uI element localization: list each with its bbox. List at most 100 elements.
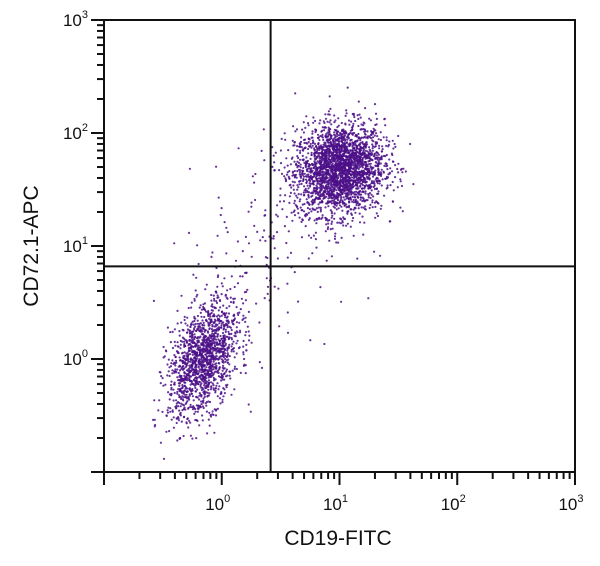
data-point — [360, 165, 363, 168]
data-point — [366, 130, 369, 133]
data-point — [302, 191, 305, 194]
data-point — [330, 212, 333, 215]
data-point — [359, 145, 362, 148]
data-point — [235, 321, 238, 324]
data-point — [260, 149, 263, 152]
data-point — [238, 321, 241, 324]
data-point — [184, 357, 187, 360]
data-point — [342, 158, 345, 161]
data-point — [368, 148, 371, 151]
data-point — [194, 380, 197, 383]
data-point — [328, 132, 331, 135]
data-point — [332, 142, 335, 145]
data-point — [216, 407, 219, 410]
data-point — [380, 204, 383, 207]
data-point — [322, 167, 325, 170]
data-point — [263, 229, 266, 232]
data-point — [388, 158, 391, 161]
data-point — [352, 162, 355, 165]
data-point — [230, 275, 233, 278]
data-point — [293, 192, 296, 195]
data-point — [310, 153, 313, 157]
data-point — [374, 169, 377, 172]
data-point — [361, 196, 364, 199]
data-point — [230, 393, 233, 396]
data-point — [329, 141, 332, 144]
data-point — [308, 167, 311, 170]
data-point — [359, 163, 362, 166]
data-point — [247, 310, 250, 313]
data-point — [197, 366, 200, 369]
data-point — [318, 190, 321, 193]
y-tick-exponent: 0 — [82, 348, 88, 360]
data-point — [293, 160, 296, 163]
data-point — [362, 233, 365, 236]
x-tick-base: 10 — [558, 495, 577, 514]
data-point — [335, 208, 338, 211]
data-point — [374, 141, 377, 144]
data-point — [356, 191, 359, 194]
data-point — [385, 153, 388, 157]
data-point — [244, 334, 247, 337]
data-point — [197, 404, 200, 408]
data-point — [338, 204, 342, 207]
data-point — [178, 334, 181, 337]
data-point — [378, 179, 381, 182]
data-point — [222, 335, 225, 338]
data-point — [299, 140, 303, 143]
data-point — [235, 326, 238, 329]
data-point — [301, 148, 304, 151]
data-point — [333, 172, 336, 176]
data-point — [340, 188, 343, 192]
data-point — [199, 311, 202, 314]
y-tick-exponent: 1 — [82, 235, 88, 247]
data-point — [311, 130, 314, 133]
data-point — [218, 299, 221, 302]
data-point — [226, 352, 229, 355]
data-point — [296, 149, 299, 152]
data-point — [308, 182, 311, 185]
data-point — [220, 372, 223, 375]
data-point — [344, 168, 347, 171]
data-point — [222, 364, 225, 367]
data-point — [335, 189, 338, 192]
data-point — [334, 119, 337, 122]
data-point — [198, 394, 201, 397]
data-point — [185, 363, 188, 366]
data-point — [359, 174, 362, 177]
data-point — [209, 315, 212, 318]
data-point — [202, 303, 205, 306]
data-point — [224, 328, 227, 331]
data-point — [177, 371, 180, 375]
data-point — [354, 119, 357, 123]
data-point — [366, 164, 369, 167]
data-point — [220, 320, 223, 323]
data-point — [211, 309, 214, 312]
data-point — [334, 139, 337, 142]
data-point — [368, 146, 371, 149]
data-point — [168, 366, 171, 369]
data-point — [183, 342, 186, 346]
data-point — [182, 396, 186, 399]
data-point — [193, 338, 196, 341]
data-point — [357, 178, 360, 181]
data-point — [218, 351, 221, 354]
data-point — [244, 235, 247, 238]
data-point — [345, 158, 348, 161]
data-point — [286, 171, 289, 174]
data-point — [173, 328, 176, 331]
data-point — [321, 193, 325, 196]
data-point — [195, 329, 198, 332]
data-point — [367, 185, 370, 188]
data-point — [357, 100, 360, 103]
data-point — [212, 413, 215, 416]
data-point — [373, 201, 376, 204]
data-point — [319, 170, 322, 173]
data-point — [317, 170, 320, 174]
data-point — [303, 161, 306, 164]
data-point — [383, 194, 386, 197]
data-point — [228, 374, 231, 377]
data-point — [332, 140, 335, 143]
data-point — [245, 290, 248, 293]
data-point — [377, 165, 380, 168]
